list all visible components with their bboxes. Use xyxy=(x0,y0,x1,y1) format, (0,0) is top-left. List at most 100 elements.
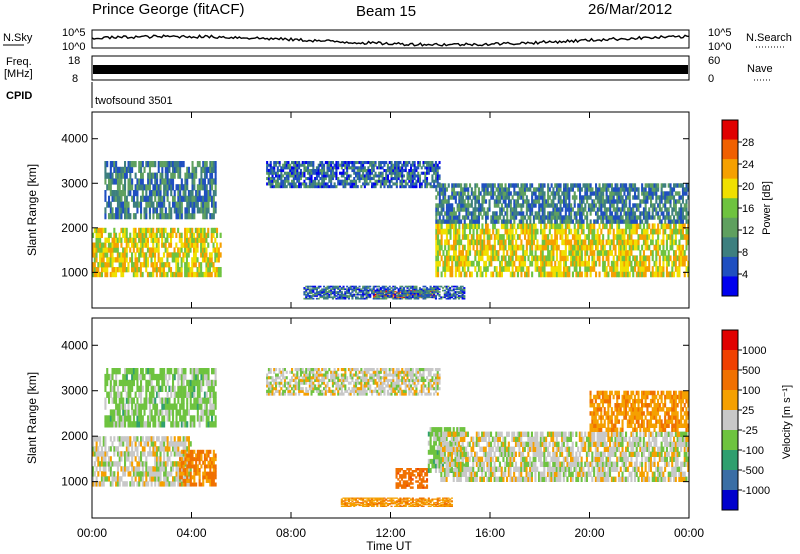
velocity-echo-cell xyxy=(127,446,130,452)
power-echo-cell xyxy=(134,190,137,197)
power-echo-cell xyxy=(155,237,158,243)
power-echo-cell xyxy=(401,166,404,170)
power-echo-cell xyxy=(193,237,196,243)
velocity-echo-cell xyxy=(136,471,139,477)
power-echo-cell xyxy=(113,271,116,278)
power-echo-cell xyxy=(681,207,684,212)
power-echo-cell xyxy=(520,195,523,200)
power-echo-cell xyxy=(323,174,326,178)
power-echo-cell xyxy=(469,195,472,200)
power-echo-cell xyxy=(479,239,482,246)
power-echo-cell xyxy=(541,195,544,200)
power-echo-cell xyxy=(600,195,603,200)
power-echo-cell xyxy=(125,247,128,253)
power-echo-cell xyxy=(170,232,173,238)
power-echo-cell xyxy=(460,187,463,192)
power-echo-cell xyxy=(527,239,530,246)
power-echo-cell xyxy=(422,288,425,291)
power-echo-cell xyxy=(444,255,447,262)
power-echo-cell xyxy=(163,190,166,197)
power-echo-cell xyxy=(476,271,479,278)
power-echo-cell xyxy=(504,187,507,192)
power-echo-cell xyxy=(579,183,582,188)
power-echo-cell xyxy=(433,296,436,299)
power-echo-cell xyxy=(294,182,297,186)
power-echo-cell xyxy=(437,203,440,208)
power-echo-cell xyxy=(463,255,466,262)
velocity-echo-cell xyxy=(100,481,103,487)
power-echo-cell xyxy=(378,289,381,292)
power-echo-cell xyxy=(214,252,217,258)
power-echo-cell xyxy=(214,207,217,214)
power-echo-cell xyxy=(483,239,486,246)
power-echo-cell xyxy=(529,219,532,224)
power-echo-cell xyxy=(433,169,436,173)
power-echo-cell xyxy=(561,199,564,204)
power-echo-cell xyxy=(154,232,157,238)
power-echo-cell xyxy=(287,177,290,181)
power-echo-cell xyxy=(623,207,626,212)
velocity-echo-cell xyxy=(138,476,141,482)
power-echo-cell xyxy=(196,237,199,243)
power-echo-cell xyxy=(349,295,352,297)
power-echo-cell xyxy=(603,215,606,220)
power-echo-cell xyxy=(623,260,626,267)
power-echo-cell xyxy=(447,223,450,230)
power-echo-cell xyxy=(210,262,213,268)
power-echo-cell xyxy=(460,239,463,246)
power-echo-cell xyxy=(399,166,402,170)
power-echo-cell xyxy=(321,163,324,167)
power-echo-cell xyxy=(616,207,619,212)
power-echo-cell xyxy=(548,219,551,224)
power-echo-cell xyxy=(651,271,654,278)
power-echo-cell xyxy=(575,219,578,224)
power-echo-cell xyxy=(589,207,592,212)
power-echo-cell xyxy=(461,195,464,200)
power-echo-cell xyxy=(552,207,555,212)
power-echo-cell xyxy=(520,223,523,230)
power-echo-cell xyxy=(211,213,214,220)
power-echo-cell xyxy=(330,291,333,293)
power-echo-cell xyxy=(303,166,306,170)
power-echo-cell xyxy=(125,195,128,202)
velocity-echo-cell xyxy=(150,451,153,457)
nsky-trace xyxy=(91,34,690,47)
power-echo-cell xyxy=(154,195,157,202)
power-echo-cell xyxy=(97,247,100,253)
velocity-echo-cell xyxy=(106,451,109,457)
power-echo-cell xyxy=(579,187,582,192)
power-echo-cell xyxy=(623,211,626,216)
power-echo-cell xyxy=(492,255,495,262)
power-echo-cell xyxy=(418,177,421,181)
power-echo-cell xyxy=(485,211,488,216)
power-echo-cell xyxy=(323,182,326,186)
power-echo-cell xyxy=(170,161,173,168)
power-echo-cell xyxy=(139,271,142,278)
velocity-echo-cell xyxy=(147,436,150,442)
power-echo-cell xyxy=(275,174,278,178)
power-echo-cell xyxy=(180,195,183,202)
power-echo-cell xyxy=(347,295,350,297)
power-echo-cell xyxy=(660,223,663,230)
power-echo-cell xyxy=(422,179,425,183)
power-echo-cell xyxy=(335,291,338,293)
power-echo-cell xyxy=(307,185,310,189)
power-echo-cell xyxy=(642,228,645,235)
power-echo-cell xyxy=(129,172,132,179)
power-echo-cell xyxy=(447,199,450,204)
power-echo-cell xyxy=(673,228,676,235)
power-echo-cell xyxy=(351,166,354,170)
power-echo-cell xyxy=(635,244,638,251)
power-echo-cell xyxy=(452,285,455,288)
power-echo-cell xyxy=(131,267,134,273)
power-echo-cell xyxy=(591,191,594,196)
power-echo-cell xyxy=(145,257,148,263)
power-echo-cell xyxy=(543,260,546,267)
power-echo-cell xyxy=(106,257,109,263)
power-echo-cell xyxy=(296,169,299,173)
power-echo-cell xyxy=(465,215,468,220)
power-echo-cell xyxy=(662,191,665,196)
power-echo-cell xyxy=(573,199,576,204)
power-echo-cell xyxy=(417,179,420,183)
power-echo-cell xyxy=(547,199,550,204)
